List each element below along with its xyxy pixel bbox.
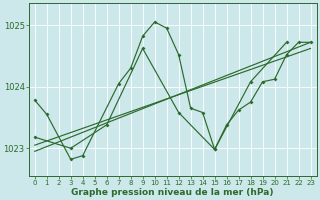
X-axis label: Graphe pression niveau de la mer (hPa): Graphe pression niveau de la mer (hPa) <box>71 188 274 197</box>
